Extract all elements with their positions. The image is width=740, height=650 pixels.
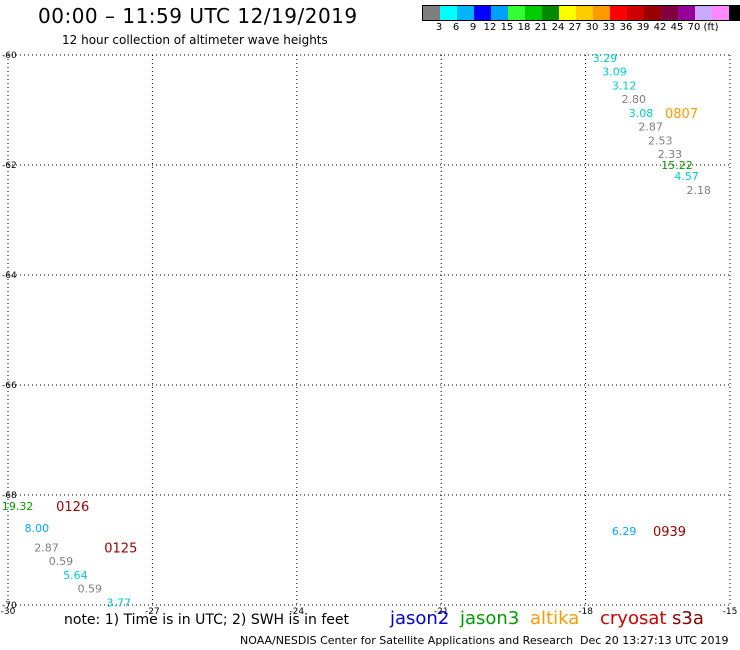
page-subtitle: 12 hour collection of altimeter wave hei… — [62, 33, 328, 47]
color-swatch — [457, 6, 474, 20]
color-scale-label: 12 — [483, 22, 497, 33]
wave-height-value: 3.09 — [602, 66, 627, 79]
wave-height-value: 0.59 — [49, 555, 74, 568]
pass-time-label: 0125 — [104, 541, 137, 556]
wave-height-value: 6.29 — [612, 525, 637, 538]
latitude-tick-label: -60 — [2, 51, 17, 61]
color-swatch — [712, 6, 729, 20]
page-title: 00:00 – 11:59 UTC 12/19/2019 — [38, 4, 358, 28]
wave-height-value: 0.59 — [78, 583, 103, 596]
latitude-tick-label: -66 — [2, 381, 17, 391]
color-scale-label: 33 — [602, 22, 616, 33]
color-scale-label: 36 — [619, 22, 633, 33]
color-swatch — [491, 6, 508, 20]
legend-jason2: jason2 — [390, 608, 450, 629]
latitude-tick-label: -68 — [2, 491, 17, 501]
wave-height-value: 3.77 — [106, 596, 131, 609]
color-swatch — [440, 6, 457, 20]
color-scale-label: 30 — [585, 22, 599, 33]
units-note: note: 1) Time is in UTC; 2) SWH is in fe… — [64, 612, 350, 628]
color-scale-label: 9 — [469, 22, 477, 33]
color-swatch — [542, 6, 559, 20]
color-swatch — [559, 6, 576, 20]
longitude-tick-label: -15 — [723, 607, 738, 617]
wave-height-value: 3.12 — [612, 79, 637, 92]
color-scale-bar — [422, 5, 740, 21]
longitude-tick-label: -27 — [145, 607, 160, 617]
longitude-tick-label: -21 — [434, 607, 449, 617]
color-scale-label: 18 — [517, 22, 531, 33]
color-swatch — [593, 6, 610, 20]
longitude-tick-label: -24 — [289, 607, 304, 617]
color-swatch — [661, 6, 678, 20]
longitude-tick-label: -30 — [1, 607, 16, 617]
legend-altika: altika — [530, 608, 580, 629]
wave-height-value: 15.22 — [661, 159, 693, 172]
credit-text: NOAA/NESDIS Center for Satellite Applica… — [240, 634, 574, 647]
wave-height-value: 2.87 — [638, 121, 663, 134]
latitude-tick-label: -70 — [2, 601, 17, 611]
color-scale-label: 45 — [670, 22, 684, 33]
wave-height-value: 3.08 — [629, 107, 654, 120]
wave-height-value: 19.32 — [2, 500, 34, 513]
latitude-tick-label: -62 — [2, 161, 17, 171]
legend-s3a: s3a — [672, 608, 704, 629]
wave-height-value: 2.33 — [658, 148, 683, 161]
color-swatch — [423, 6, 440, 20]
wave-height-value: 2.53 — [648, 134, 673, 147]
color-swatch — [474, 6, 491, 20]
generated-timestamp: Dec 20 13:27:13 UTC 2019 — [580, 634, 729, 647]
pass-time-label: 0126 — [56, 500, 89, 515]
color-swatch — [678, 6, 695, 20]
color-swatch — [695, 6, 712, 20]
color-swatch — [508, 6, 525, 20]
color-scale-label: 39 — [636, 22, 650, 33]
color-scale-label: 21 — [534, 22, 548, 33]
color-scale-label: (ft) — [703, 22, 719, 33]
wave-height-value: 2.87 — [34, 541, 59, 554]
color-swatch — [729, 6, 740, 20]
color-scale-label: 3 — [435, 22, 443, 33]
color-scale-label: 24 — [551, 22, 565, 33]
wave-height-value: 3.29 — [593, 52, 618, 65]
pass-time-label: 0807 — [665, 107, 698, 122]
wave-height-value: 2.18 — [686, 184, 711, 197]
wave-height-value: 2.80 — [621, 93, 646, 106]
legend-cryosat: cryosat — [600, 608, 667, 629]
color-swatch — [644, 6, 661, 20]
color-scale-label: 6 — [452, 22, 460, 33]
color-swatch — [610, 6, 627, 20]
color-scale-label: 27 — [568, 22, 582, 33]
wave-height-value: 8.00 — [25, 522, 50, 535]
longitude-tick-label: -18 — [578, 607, 593, 617]
pass-time-label: 0939 — [653, 525, 686, 540]
color-scale-label: 70 — [687, 22, 701, 33]
color-scale-label: 42 — [653, 22, 667, 33]
latitude-tick-label: -64 — [2, 271, 17, 281]
wave-height-value: 5.64 — [63, 569, 88, 582]
color-scale-label: 15 — [500, 22, 514, 33]
legend-jason3: jason3 — [460, 608, 520, 629]
wave-height-value: 4.57 — [674, 170, 699, 183]
color-swatch — [576, 6, 593, 20]
color-swatch — [627, 6, 644, 20]
color-swatch — [525, 6, 542, 20]
